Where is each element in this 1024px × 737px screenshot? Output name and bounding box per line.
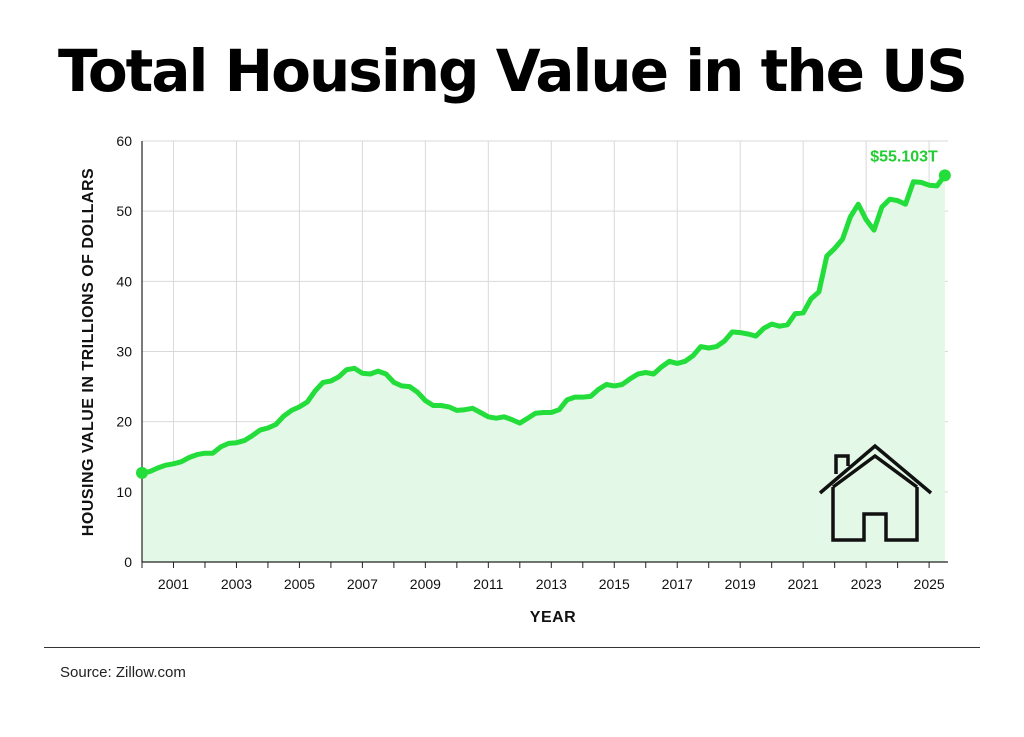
series-line [139, 172, 948, 476]
x-tick-label: 2007 [347, 576, 378, 592]
start-point [136, 466, 148, 479]
x-tick-label: 2023 [851, 576, 882, 592]
x-tick-label: 2025 [914, 576, 945, 592]
x-tick-label: 2021 [788, 576, 819, 592]
x-tick-label: 2003 [221, 576, 252, 592]
y-tick-labels: 0 10 20 30 40 50 60 [116, 133, 132, 570]
x-tick-labels: 2001 2003 2005 2007 2009 2011 2013 2015 2017 2019… [158, 576, 945, 592]
y-tick-label: 0 [124, 554, 132, 570]
y-tick-label: 10 [116, 484, 132, 500]
latest-value-label: $55.103T [870, 148, 938, 165]
source-note: Source: Zillow.com [60, 664, 186, 681]
divider [44, 647, 980, 648]
y-tick-label: 40 [116, 273, 132, 289]
x-tick-label: 2009 [410, 576, 441, 592]
x-tick-label: 2017 [662, 576, 693, 592]
y-tick-label: 20 [116, 414, 132, 430]
x-tick-label: 2011 [473, 576, 503, 592]
x-tick-label: 2005 [284, 576, 315, 592]
x-axis-label: YEAR [530, 609, 576, 626]
y-tick-label: 30 [116, 344, 132, 360]
end-point [938, 169, 951, 182]
area-fill [142, 175, 945, 562]
house-icon [818, 443, 933, 542]
y-tick-label: 60 [116, 133, 132, 149]
x-tick-label: 2015 [599, 576, 630, 592]
y-axis-label: HOUSING VALUE IN TRILLIONS OF DOLLARS [80, 168, 97, 536]
page-title: Total Housing Value in the US [57, 37, 968, 105]
x-tick-label: 2001 [158, 576, 189, 592]
y-tick-label: 50 [116, 203, 132, 219]
axes [141, 141, 948, 568]
x-tick-label: 2013 [536, 576, 567, 592]
x-tick-label: 2019 [725, 576, 756, 592]
